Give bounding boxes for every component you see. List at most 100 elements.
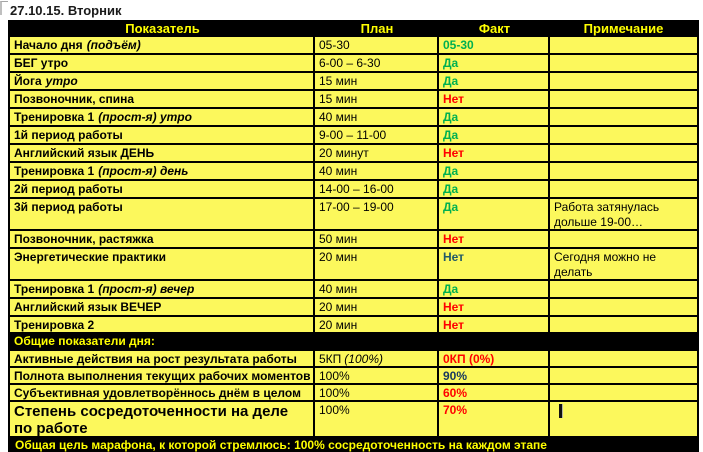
table-row: 2й период работы 14-00 – 16-00 Да xyxy=(10,181,697,199)
table-row: Английский язык ДЕНЬ 20 минут Нет xyxy=(10,145,697,163)
outline-group-icon[interactable] xyxy=(0,1,8,15)
plan-cell[interactable]: 20 мин xyxy=(315,249,439,279)
fact-cell[interactable]: Нет xyxy=(439,91,550,107)
table-header-row: Показатель План Факт Примечание xyxy=(10,20,697,37)
note-cell[interactable] xyxy=(550,385,697,400)
indicator-cell[interactable]: Йога утро xyxy=(10,73,315,89)
note-cell[interactable] xyxy=(550,109,697,125)
column-header-indicator[interactable]: Показатель xyxy=(125,21,200,36)
fact-cell[interactable]: 60% xyxy=(439,385,550,400)
plan-cell[interactable]: 100% xyxy=(315,402,439,436)
note-cell[interactable]: Работа затянулась дольше 19-00… xyxy=(554,200,660,229)
plan-cell[interactable]: 14-00 – 16-00 xyxy=(315,181,439,197)
fact-cell[interactable]: 90% xyxy=(439,368,550,383)
indicator-cell[interactable]: Субъективная удовлетворённось днём в цел… xyxy=(10,385,315,400)
plan-cell[interactable]: 20 мин xyxy=(315,317,439,332)
plan-cell[interactable]: 20 мин xyxy=(315,299,439,315)
marathon-goal-label[interactable]: Общая цель марафона, к которой стремлюсь… xyxy=(15,438,547,452)
fact-cell[interactable]: Нет xyxy=(439,317,550,332)
note-cell[interactable] xyxy=(550,55,697,71)
fact-cell[interactable]: Да xyxy=(439,163,550,179)
plan-cell[interactable]: 9-00 – 11-00 xyxy=(315,127,439,143)
plan-cell[interactable]: 40 мин xyxy=(315,163,439,179)
indicator-cell[interactable]: Позвоночник, растяжка xyxy=(10,231,315,247)
plan-cell[interactable]: 40 мин xyxy=(315,281,439,297)
section-header-label[interactable]: Общие показатели дня: xyxy=(14,334,155,348)
indicator-cell[interactable]: Полнота выполнения текущих рабочих момен… xyxy=(10,368,315,383)
table-row: 1й период работы 9-00 – 11-00 Да xyxy=(10,127,697,145)
column-header-note[interactable]: Примечание xyxy=(583,21,664,36)
fact-cell[interactable]: Да xyxy=(439,181,550,197)
fact-cell[interactable]: Да xyxy=(439,55,550,71)
plan-cell[interactable]: 6-00 – 6-30 xyxy=(315,55,439,71)
plan-cell[interactable]: 15 мин xyxy=(315,91,439,107)
indicator-cell[interactable]: Начало дня (подъём) xyxy=(10,37,315,53)
note-cell[interactable] xyxy=(550,181,697,197)
fact-cell[interactable]: Нет xyxy=(439,299,550,315)
plan-cell[interactable]: 40 мин xyxy=(315,109,439,125)
plan-cell[interactable]: 17-00 – 19-00 xyxy=(315,199,439,229)
note-cell[interactable] xyxy=(550,91,697,107)
fact-cell[interactable]: Да xyxy=(439,199,550,229)
fact-cell[interactable]: 0КП (0%) xyxy=(439,351,550,366)
indicator-cell[interactable]: Тренировка 1 (прост-я) вечер xyxy=(10,281,315,297)
plan-cell[interactable]: 100% xyxy=(315,385,439,400)
indicator-cell[interactable]: 2й период работы xyxy=(10,181,315,197)
fact-cell[interactable]: Нет xyxy=(439,231,550,247)
indicator-cell[interactable]: 3й период работы xyxy=(10,199,315,229)
table-row: Энергетические практики 20 мин Нет Сегод… xyxy=(10,249,697,281)
indicator-cell[interactable]: Тренировка 1 (прост-я) день xyxy=(10,163,315,179)
note-cell[interactable] xyxy=(550,37,697,53)
indicator-cell[interactable]: Позвоночник, спина xyxy=(10,91,315,107)
fact-cell[interactable]: Нет xyxy=(439,249,550,279)
plan-cell[interactable]: 100% xyxy=(315,368,439,383)
section-header-row: Общие показатели дня: xyxy=(10,334,697,351)
table-row: Тренировка 1 (прост-я) утро 40 мин Да xyxy=(10,109,697,127)
fact-cell[interactable]: Да xyxy=(439,109,550,125)
note-cell[interactable] xyxy=(550,351,697,366)
indicator-cell[interactable]: 1й период работы xyxy=(10,127,315,143)
column-header-fact[interactable]: Факт xyxy=(478,21,511,36)
plan-cell[interactable]: 05-30 xyxy=(315,37,439,53)
date-title[interactable]: 27.10.15. Вторник xyxy=(10,2,122,18)
note-cell[interactable] xyxy=(550,163,697,179)
column-header-plan[interactable]: План xyxy=(360,21,394,36)
indicator-cell[interactable]: Английский язык ВЕЧЕР xyxy=(10,299,315,315)
indicator-cell[interactable]: Энергетические практики xyxy=(10,249,315,279)
plan-cell[interactable]: 15 мин xyxy=(315,73,439,89)
summary-row: Полнота выполнения текущих рабочих момен… xyxy=(10,368,697,385)
note-cell[interactable]: Сегодня можно не делать xyxy=(554,250,657,279)
summary-row: Субъективная удовлетворённось днём в цел… xyxy=(10,385,697,402)
table-row: Тренировка 1 (прост-я) вечер 40 мин Да xyxy=(10,281,697,299)
indicator-cell[interactable]: Степень сосредоточенности на деле по раб… xyxy=(10,402,315,436)
plan-cell[interactable]: 50 мин xyxy=(315,231,439,247)
indicator-cell[interactable]: Тренировка 2 xyxy=(10,317,315,332)
fact-cell[interactable]: Да xyxy=(439,281,550,297)
plan-cell[interactable]: 5КП (100%) xyxy=(315,351,439,366)
day-tracker-table: Показатель План Факт Примечание Начало д… xyxy=(8,20,699,452)
indicator-cell[interactable]: БЕГ утро xyxy=(10,55,315,71)
fact-cell[interactable]: 70% xyxy=(439,402,550,436)
table-row: Тренировка 1 (прост-я) день 40 мин Да xyxy=(10,163,697,181)
footer-row: Общая цель марафона, к которой стремлюсь… xyxy=(10,438,697,452)
fact-cell[interactable]: 05-30 xyxy=(439,37,550,53)
fact-cell[interactable]: Да xyxy=(439,127,550,143)
note-cell[interactable] xyxy=(550,281,697,297)
table-row: Позвоночник, растяжка 50 мин Нет xyxy=(10,231,697,249)
plan-cell[interactable]: 20 минут xyxy=(315,145,439,161)
note-cell[interactable] xyxy=(550,317,697,332)
note-cell[interactable] xyxy=(550,231,697,247)
table-row: Позвоночник, спина 15 мин Нет xyxy=(10,91,697,109)
fact-cell[interactable]: Нет xyxy=(439,145,550,161)
indicator-cell[interactable]: Активные действия на рост результата раб… xyxy=(10,351,315,366)
note-cell[interactable] xyxy=(550,368,697,383)
indicator-cell[interactable]: Английский язык ДЕНЬ xyxy=(10,145,315,161)
indicator-cell[interactable]: Тренировка 1 (прост-я) утро xyxy=(10,109,315,125)
date-title-row: 27.10.15. Вторник xyxy=(0,0,703,20)
note-cell[interactable] xyxy=(550,73,697,89)
note-cell[interactable] xyxy=(550,299,697,315)
fact-cell[interactable]: Да xyxy=(439,73,550,89)
note-cell[interactable] xyxy=(550,145,697,161)
note-cell-editing[interactable] xyxy=(550,402,697,436)
note-cell[interactable] xyxy=(550,127,697,143)
